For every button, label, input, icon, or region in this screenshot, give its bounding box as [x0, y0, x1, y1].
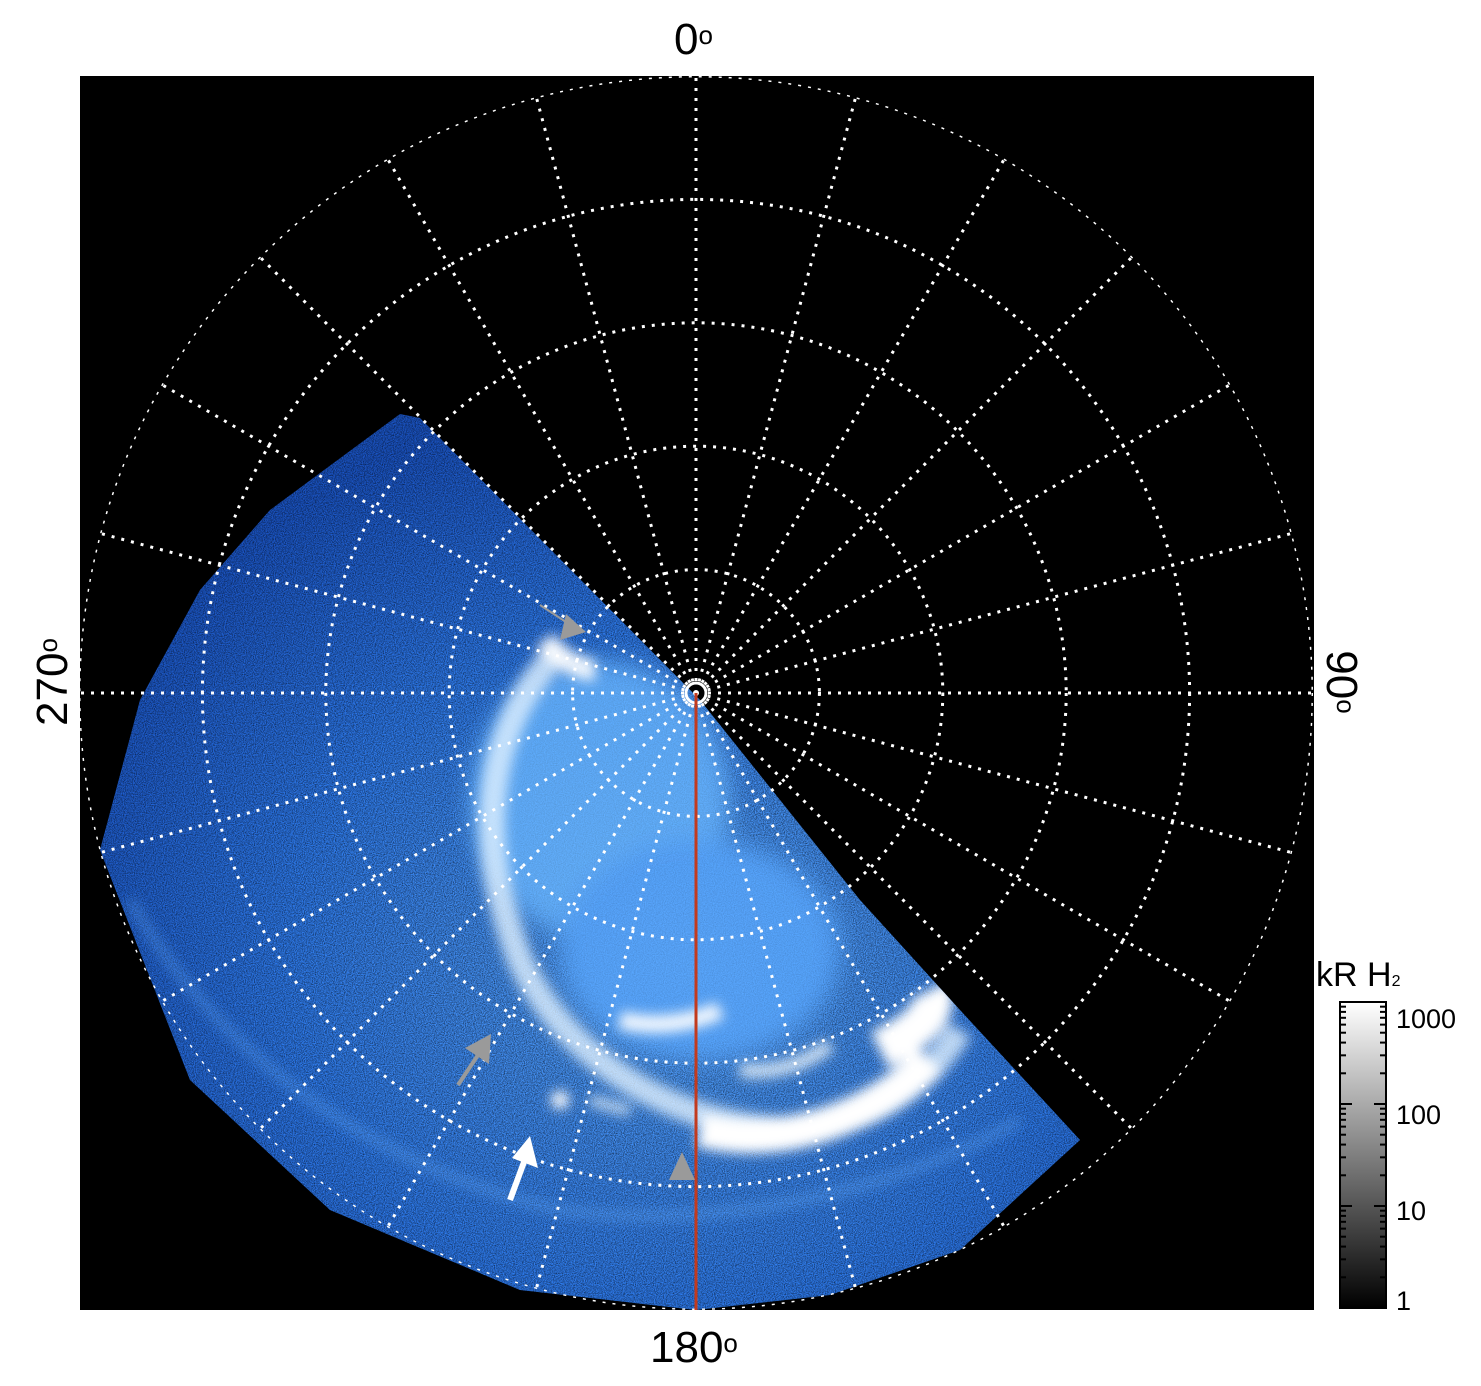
grid-meridian: [534, 704, 695, 1290]
arrow-gray-upper: [539, 604, 586, 640]
colorbar-tick-label: 1: [1396, 1286, 1412, 1316]
grid-meridian: [697, 704, 858, 1290]
label-0-deg: 0o: [674, 15, 713, 64]
colorbar-ticks: [1340, 1001, 1386, 1309]
grid-meridian: [707, 694, 1293, 855]
grid-meridian: [700, 702, 1006, 1229]
grid-meridian: [99, 531, 685, 692]
grid-ring: [447, 444, 945, 942]
grid-meridian: [386, 702, 692, 1229]
arrow-gray-left: [456, 1034, 491, 1087]
colorbar-tick-label: 1000: [1396, 1004, 1457, 1034]
label-180-deg: 180o: [650, 1323, 738, 1372]
polar-grid: [79, 76, 1313, 1310]
label-90-deg: 90o: [1317, 650, 1366, 714]
grid-meridian: [705, 697, 1232, 1003]
grid-meridian: [697, 96, 858, 682]
grid-meridian: [700, 157, 1006, 684]
grid-meridian: [258, 700, 689, 1131]
grid-meridian: [703, 255, 1134, 686]
arrow-white: [507, 1136, 538, 1202]
grid-meridian: [705, 383, 1232, 689]
grid-meridian: [707, 531, 1293, 692]
grid-meridian: [386, 157, 692, 684]
grid-meridian: [703, 700, 1134, 1131]
colorbar-tick-label: 10: [1396, 1196, 1427, 1226]
grid-meridian: [258, 255, 689, 686]
grid-meridian: [160, 383, 687, 689]
colorbar-title: kR H2: [1316, 956, 1401, 994]
grid-meridian: [160, 697, 687, 1003]
arrow-gray-bottom: [669, 1152, 695, 1180]
colorbar: [1339, 1001, 1387, 1309]
grid-meridian: [534, 96, 695, 682]
grid-meridian: [99, 694, 685, 855]
colorbar-tick-label: 100: [1396, 1100, 1442, 1130]
label-270-deg: 270o: [28, 638, 77, 726]
